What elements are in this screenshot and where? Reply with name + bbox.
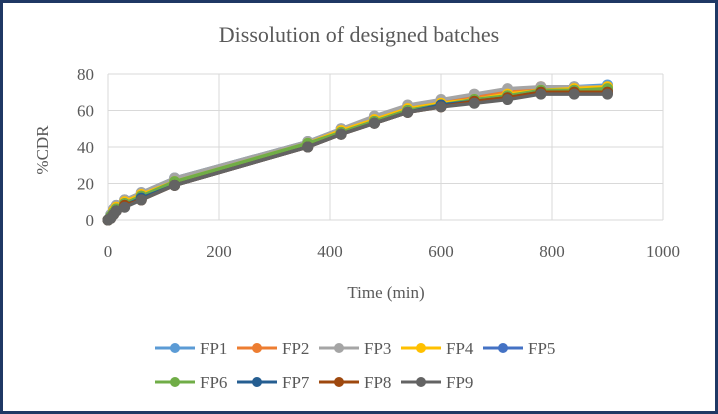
data-point <box>119 201 131 213</box>
legend-marker <box>416 377 426 387</box>
data-point <box>110 205 122 217</box>
legend-item-fp4: FP4 <box>401 339 474 358</box>
data-point <box>302 141 314 153</box>
legend-marker <box>334 343 344 353</box>
data-point <box>435 101 447 113</box>
legend-item-fp5: FP5 <box>483 339 555 358</box>
legend-label: FP4 <box>446 339 474 358</box>
series-line <box>106 85 608 221</box>
legend-item-fp7: FP7 <box>237 373 310 392</box>
y-tick-label: 40 <box>77 138 94 157</box>
legend-label: FP9 <box>446 373 473 392</box>
series-fp8 <box>102 86 613 226</box>
data-point <box>468 97 480 109</box>
legend-label: FP6 <box>200 373 227 392</box>
legend-marker <box>170 343 180 353</box>
series-fp4 <box>102 81 613 226</box>
legend-label: FP3 <box>364 339 391 358</box>
series-line <box>107 90 608 222</box>
legend-item-fp2: FP2 <box>237 339 309 358</box>
legend-marker <box>498 343 508 353</box>
data-point <box>502 94 514 106</box>
x-tick-label: 600 <box>428 242 454 261</box>
data-point <box>135 194 147 206</box>
data-point <box>368 117 380 129</box>
data-point <box>602 88 613 100</box>
data-point <box>568 88 580 100</box>
series-line <box>107 90 608 222</box>
data-point <box>169 179 181 191</box>
series-fp9 <box>102 88 613 226</box>
y-tick-label: 0 <box>86 211 95 230</box>
legend-label: FP5 <box>528 339 555 358</box>
x-tick-label: 800 <box>539 242 565 261</box>
x-tick-label: 400 <box>317 242 343 261</box>
x-tick-label: 1000 <box>646 242 680 261</box>
chart-title: Dissolution of designed batches <box>219 22 499 47</box>
legend-marker <box>252 377 262 387</box>
series-line <box>106 85 608 222</box>
legend-label: FP7 <box>282 373 310 392</box>
legend-item-fp1: FP1 <box>155 339 227 358</box>
series-fp2 <box>102 81 613 226</box>
y-axis-label: %CDR <box>33 125 52 175</box>
data-point <box>335 128 347 140</box>
series-line <box>106 83 608 221</box>
data-point <box>535 88 547 100</box>
legend-item-fp9: FP9 <box>401 373 473 392</box>
legend-label: FP2 <box>282 339 309 358</box>
series-line <box>106 85 608 222</box>
series-fp3 <box>102 81 613 226</box>
series-line <box>106 88 608 222</box>
y-tick-label: 80 <box>77 65 94 84</box>
y-tick-label: 60 <box>77 102 94 121</box>
legend-marker <box>252 343 262 353</box>
legend-item-fp3: FP3 <box>319 339 391 358</box>
data-point <box>402 106 414 118</box>
series-fp7 <box>102 86 613 226</box>
series-fp1 <box>102 79 613 226</box>
legend-marker <box>170 377 180 387</box>
series-line <box>106 86 608 222</box>
legend-marker <box>334 377 344 387</box>
y-tick-label: 20 <box>77 175 94 194</box>
x-tick-label: 200 <box>206 242 232 261</box>
series-line <box>107 92 608 222</box>
legend-item-fp6: FP6 <box>155 373 227 392</box>
legend-item-fp8: FP8 <box>319 373 391 392</box>
x-tick-label: 0 <box>104 242 113 261</box>
legend-marker <box>416 343 426 353</box>
series-fp5 <box>102 84 613 226</box>
series-fp6 <box>102 83 613 226</box>
x-axis-label: Time (min) <box>347 283 424 302</box>
legend-label: FP8 <box>364 373 391 392</box>
legend-label: FP1 <box>200 339 227 358</box>
